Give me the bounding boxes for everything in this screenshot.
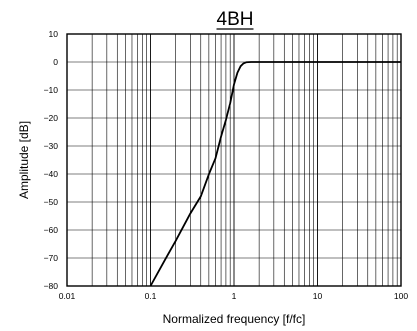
y-tick-label: 10 — [49, 29, 59, 39]
x-axis-label: Normalized frequency [f/fc] — [163, 312, 306, 326]
y-tick-label: 0 — [53, 57, 58, 67]
y-tick-label: −60 — [44, 225, 59, 235]
y-tick-label: −10 — [44, 85, 59, 95]
y-tick-label: −50 — [44, 197, 59, 207]
grid — [67, 34, 401, 286]
y-tick-label: −70 — [44, 253, 59, 263]
y-axis-label: Amplitude [dB] — [17, 121, 31, 199]
x-tick-label: 0.1 — [145, 291, 157, 301]
x-tick-label: 10 — [313, 291, 323, 301]
series-layer — [149, 61, 401, 287]
y-tick-label: −30 — [44, 141, 59, 151]
chart-title: 4BH — [217, 9, 254, 30]
y-tick-labels: 10 0 −10 −20 −30 −40 −50 −60 −70 −80 — [44, 29, 59, 291]
x-tick-label: 100 — [394, 291, 408, 301]
plot-frame — [66, 33, 402, 287]
series-line — [149, 61, 401, 287]
y-tick-label: −20 — [44, 113, 59, 123]
y-tick-label: −80 — [44, 281, 59, 291]
x-tick-label: 0.01 — [59, 291, 76, 301]
x-tick-label: 1 — [232, 291, 237, 301]
y-tick-label: −40 — [44, 169, 59, 179]
x-tick-labels: 0.01 0.1 1 10 100 — [59, 291, 409, 301]
